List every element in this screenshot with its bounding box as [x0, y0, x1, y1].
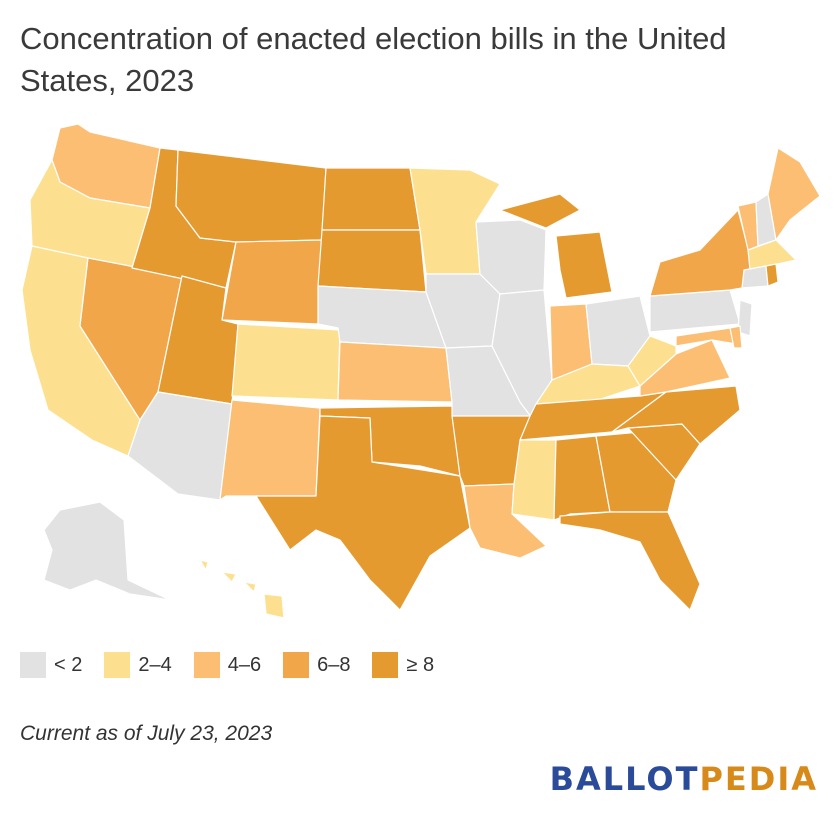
us-choropleth-map [21, 123, 821, 619]
state-mi[interactable] [499, 193, 613, 299]
state-nc[interactable] [611, 385, 741, 445]
legend-label: 2–4 [138, 653, 172, 676]
state-me[interactable] [767, 147, 821, 241]
legend-item-lt2: < 2 [20, 652, 82, 678]
state-pa[interactable] [649, 289, 741, 333]
legend-item-2to4: 2–4 [104, 652, 172, 678]
ballotpedia-logo[interactable]: BALLOTPEDIA [550, 760, 818, 798]
legend-label: ≥ 8 [406, 653, 435, 676]
state-wy[interactable] [221, 239, 323, 325]
legend-swatch [372, 652, 399, 678]
logo-part2: PEDIA [699, 760, 818, 798]
state-de[interactable] [729, 325, 743, 349]
legend-swatch [104, 652, 131, 678]
state-hi[interactable] [199, 559, 285, 619]
state-ms[interactable] [511, 439, 557, 521]
legend-item-6to8: 6–8 [283, 652, 350, 678]
legend: < 2 2–4 4–6 6–8 ≥ 8 [20, 652, 456, 678]
legend-label: 4–6 [227, 653, 262, 676]
state-wv[interactable] [627, 335, 677, 387]
state-ri[interactable] [765, 263, 779, 287]
logo-part1: BALLOT [549, 760, 700, 798]
state-nj[interactable] [737, 299, 753, 337]
legend-swatch [20, 652, 46, 678]
state-sd[interactable] [317, 229, 427, 293]
legend-label: < 2 [54, 653, 83, 676]
state-ak[interactable] [43, 501, 171, 601]
state-nd[interactable] [321, 167, 421, 231]
state-co[interactable] [231, 323, 341, 401]
legend-swatch [283, 652, 310, 678]
date-note: Current as of July 23, 2023 [20, 722, 273, 745]
state-ny[interactable] [649, 209, 753, 297]
state-ks[interactable] [337, 341, 453, 403]
state-tx[interactable] [255, 415, 471, 611]
legend-item-4to6: 4–6 [193, 652, 262, 678]
state-ct[interactable] [741, 265, 769, 289]
state-nm[interactable] [219, 399, 321, 501]
legend-item-ge8: ≥ 8 [372, 652, 434, 678]
page-title: Concentration of enacted election bills … [20, 21, 727, 98]
state-mt[interactable] [175, 149, 327, 243]
legend-label: 6–8 [317, 653, 351, 676]
state-md[interactable] [675, 327, 737, 347]
legend-swatch [193, 652, 220, 678]
state-ma[interactable] [747, 239, 797, 271]
state-fl[interactable] [559, 511, 701, 611]
